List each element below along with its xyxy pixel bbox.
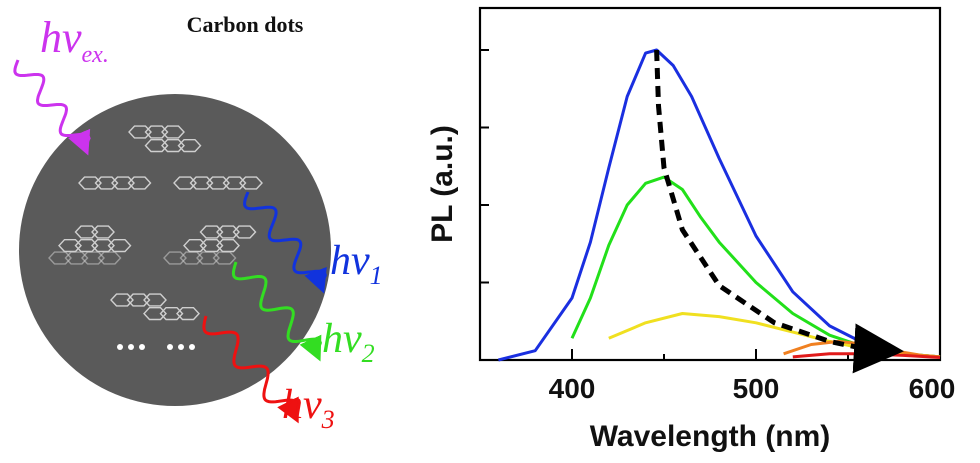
x-tick-label: 500 xyxy=(733,373,780,404)
label-hv-ex: hνex. xyxy=(40,13,109,68)
carbon-dot-sphere xyxy=(19,94,331,406)
plot-frame xyxy=(478,6,942,362)
hexagon-ring xyxy=(143,307,167,321)
hexagon-ring xyxy=(216,238,240,253)
hexagon-ring xyxy=(232,225,257,239)
hexagon-ring xyxy=(161,125,185,139)
carbon-dot-schematic: Carbon dots hνex. hν1 hν2 hν3 xyxy=(13,12,383,434)
excitation-photon-arrow xyxy=(13,59,91,156)
hexagon-ring xyxy=(183,238,207,253)
hexagon-ring xyxy=(127,176,152,190)
pl-spectrum-chart: 400 500 600 Wavelength (nm) PL (a.u.) xyxy=(426,6,956,453)
emission-photon-1-arrow xyxy=(243,191,328,294)
hexagon-ring xyxy=(107,238,132,253)
hexagon-ring xyxy=(177,138,202,153)
hexagon-ring xyxy=(163,251,187,265)
x-tick-label: 600 xyxy=(909,373,956,404)
hexagon-ring xyxy=(74,225,99,239)
hexagon-ring xyxy=(143,293,167,307)
hexagon-ring xyxy=(199,238,224,253)
hexagon-ring xyxy=(239,176,263,190)
hexagon-ring xyxy=(111,176,135,190)
peak-shift-arrow xyxy=(654,49,904,374)
hexagon-ring xyxy=(91,225,115,239)
hexagon-ring xyxy=(64,251,89,265)
carbon-dots-title: Carbon dots xyxy=(187,12,304,37)
hexagon-ring xyxy=(48,251,72,265)
label-hv-3: hν3 xyxy=(282,382,335,434)
emission-photon-2-arrow xyxy=(231,261,322,362)
ellipsis-dots xyxy=(117,344,195,350)
hexagon-ring xyxy=(161,138,185,153)
emission-photon-3-arrow xyxy=(202,315,300,424)
hexagon-ring xyxy=(189,176,214,190)
graphene-fragments xyxy=(48,125,263,321)
hexagon-ring xyxy=(159,307,184,321)
hexagon-ring xyxy=(173,176,197,190)
hexagon-ring xyxy=(179,251,204,265)
hexagon-ring xyxy=(128,125,152,139)
y-axis-label: PL (a.u.) xyxy=(426,125,459,243)
label-hv-2: hν2 xyxy=(322,316,375,368)
hexagon-ring xyxy=(199,225,224,239)
hexagon-ring xyxy=(144,125,169,139)
x-axis-ticks: 400 500 600 xyxy=(479,349,956,404)
hexagon-ring xyxy=(81,251,105,265)
hexagon-ring xyxy=(176,307,200,321)
hexagon-ring xyxy=(222,176,247,190)
hexagon-ring xyxy=(144,138,169,153)
hexagon-ring xyxy=(110,293,134,307)
hexagon-ring xyxy=(216,225,240,239)
hexagon-ring xyxy=(126,293,151,307)
hexagon-ring xyxy=(212,251,237,265)
x-axis-label: Wavelength (nm) xyxy=(590,420,831,453)
hexagon-ring xyxy=(206,176,230,190)
pl-series-line-1 xyxy=(498,48,941,362)
hexagon-ring xyxy=(94,176,119,190)
label-hv-1: hν1 xyxy=(330,238,383,290)
x-tick-label: 400 xyxy=(549,373,596,404)
y-axis-ticks xyxy=(480,49,489,284)
hexagon-ring xyxy=(97,251,122,265)
series-layer xyxy=(498,48,941,362)
hexagon-ring xyxy=(196,251,220,265)
hexagon-ring xyxy=(78,176,102,190)
